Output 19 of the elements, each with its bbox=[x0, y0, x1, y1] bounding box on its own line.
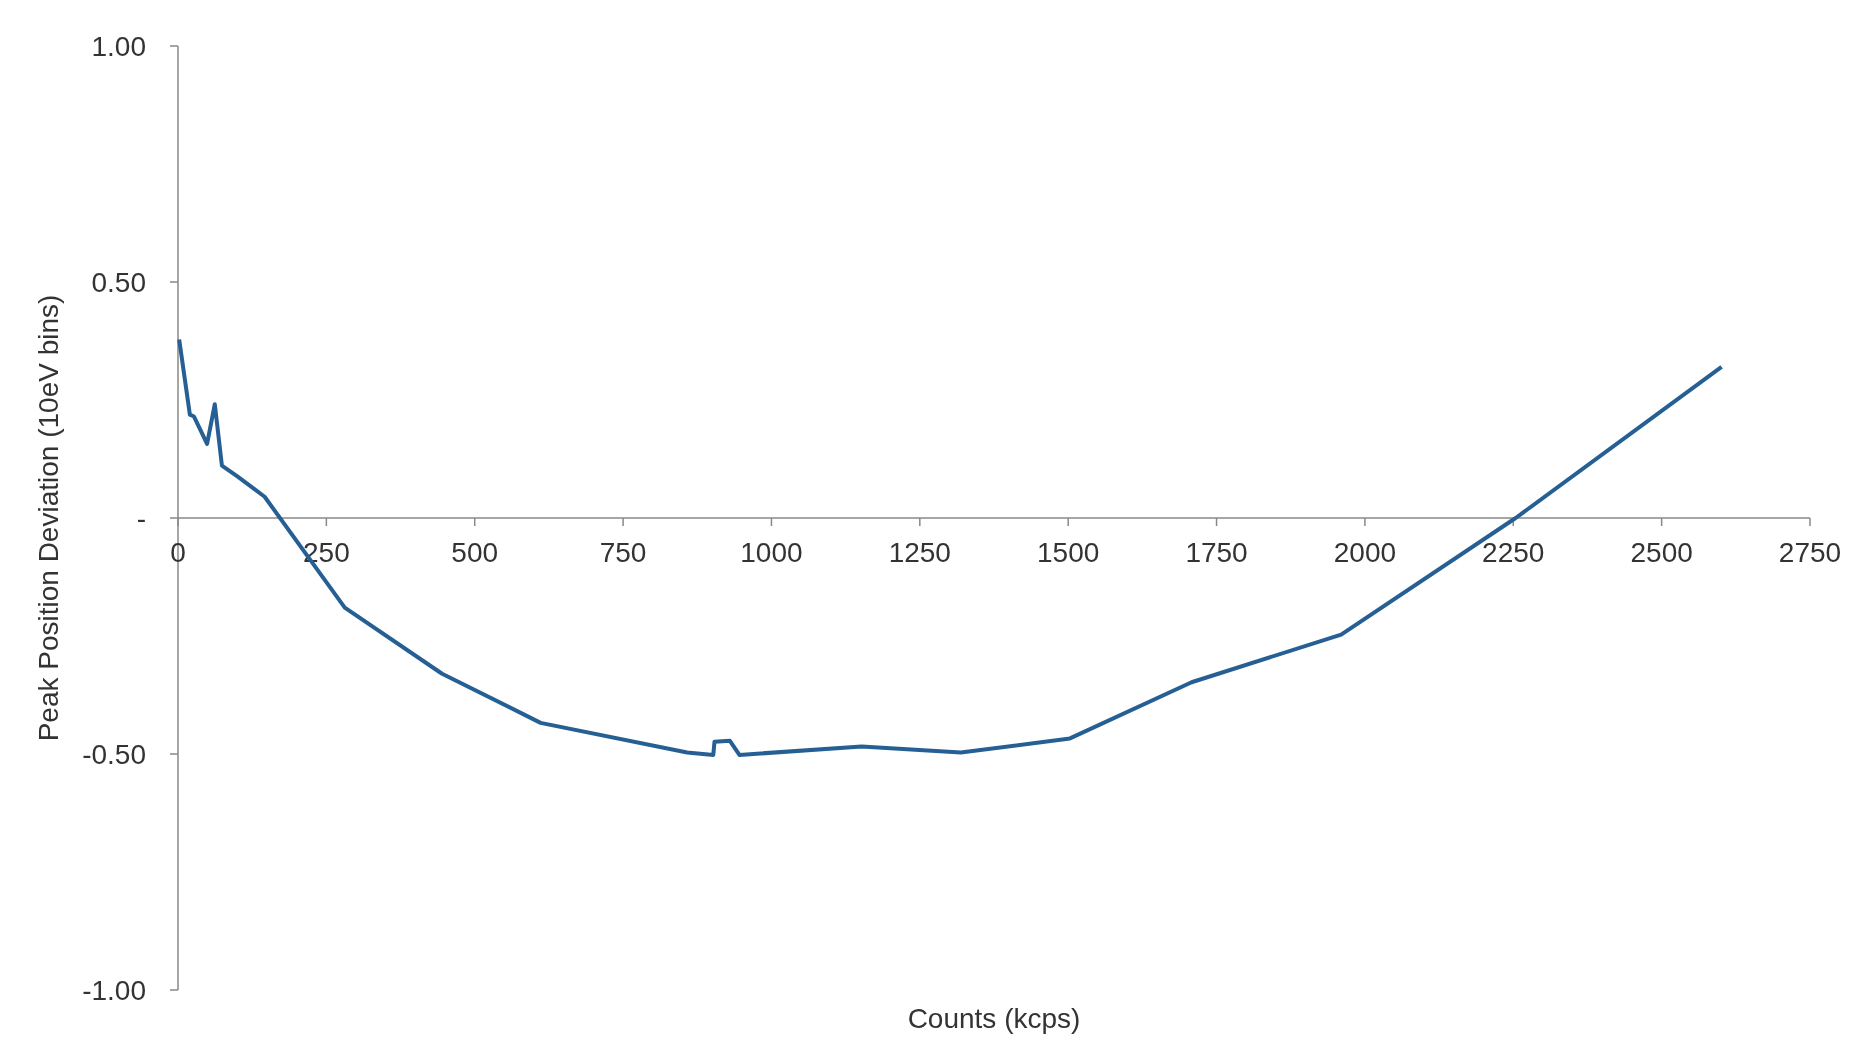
x-tick-label: 1750 bbox=[1185, 537, 1248, 568]
x-tick-label: 1500 bbox=[1037, 537, 1100, 568]
x-tick-label: 0 bbox=[170, 537, 186, 568]
y-tick-label: -0.50 bbox=[82, 738, 146, 770]
y-tick-label: -1.00 bbox=[82, 974, 146, 1006]
y-tick-label: 1.00 bbox=[91, 30, 146, 62]
x-tick-label: 2500 bbox=[1630, 537, 1693, 568]
x-axis-title: Counts (kcps) bbox=[907, 1003, 1081, 1034]
x-tick-label: 750 bbox=[599, 537, 647, 568]
x-tick-label: 1250 bbox=[888, 537, 951, 568]
y-tick-label: - bbox=[136, 502, 146, 534]
x-tick-label: 250 bbox=[303, 537, 350, 568]
x-tick-label: 2750 bbox=[1778, 537, 1842, 568]
x-tick-label: 1000 bbox=[740, 537, 803, 568]
y-axis-title: Peak Position Deviation (10eV bins) bbox=[33, 294, 64, 742]
x-tick-label: 500 bbox=[451, 537, 499, 568]
y-tick-label: 0.50 bbox=[91, 266, 146, 298]
x-tick-label: 2250 bbox=[1482, 537, 1545, 568]
x-tick-label: 2000 bbox=[1333, 537, 1397, 568]
